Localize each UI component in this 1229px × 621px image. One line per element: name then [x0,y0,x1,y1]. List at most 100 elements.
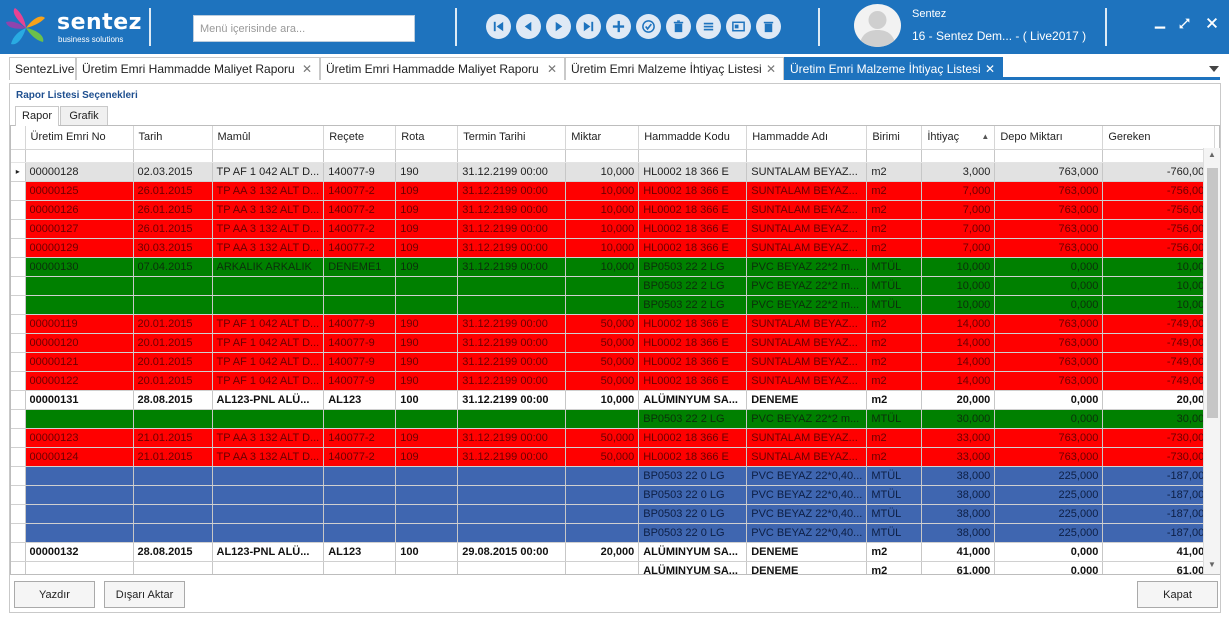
table-cell[interactable]: HL0002 18 366 E [638,162,748,182]
table-cell[interactable]: 20.01.2015 [133,371,213,391]
table-cell[interactable] [395,409,459,429]
table-cell[interactable] [457,295,567,315]
table-cell[interactable]: 00000127 [25,219,134,239]
row-indicator[interactable] [11,219,26,239]
table-cell[interactable] [212,295,325,315]
table-cell[interactable]: 7,000 [921,219,996,239]
table-cell[interactable] [395,561,459,574]
table-cell[interactable]: MTÜL [866,485,923,505]
table-cell[interactable] [457,485,567,505]
table-cell[interactable]: m2 [866,371,923,391]
table-cell[interactable] [323,409,397,429]
table-cell[interactable] [565,295,640,315]
tab-hammadde-maliyet-raporu-2[interactable]: Üretim Emri Hammadde Maliyet Raporu ✕ [320,57,565,80]
table-cell[interactable]: -187,000 [1102,523,1216,543]
table-cell[interactable]: DENEME1 [323,257,397,277]
table-cell[interactable]: m2 [866,333,923,353]
table-cell[interactable]: HL0002 18 366 E [638,181,748,201]
table-cell[interactable]: SUNTALAM BEYAZ... [746,371,868,391]
table-cell[interactable]: BP0503 22 2 LG [638,409,748,429]
table-cell[interactable]: 109 [395,447,459,467]
table-cell[interactable]: 0,000 [994,409,1104,429]
table-cell[interactable] [133,409,213,429]
table-cell[interactable]: HL0002 18 366 E [638,314,748,334]
next-record-icon[interactable] [546,14,571,39]
table-cell[interactable]: 07.04.2015 [133,257,213,277]
table-cell[interactable] [323,523,397,543]
table-cell[interactable]: 140077-2 [323,219,397,239]
table-cell[interactable] [323,466,397,486]
table-cell[interactable]: TP AF 1 042 ALT D... [212,352,325,372]
table-cell[interactable]: 14,000 [921,333,996,353]
table-cell[interactable] [25,504,134,524]
table-cell[interactable]: 140077-9 [323,314,397,334]
table-cell[interactable]: -749,000 [1102,371,1216,391]
table-cell[interactable] [212,561,325,574]
table-cell[interactable]: 190 [395,371,459,391]
table-cell[interactable]: 00000125 [25,181,134,201]
previous-record-icon[interactable] [516,14,541,39]
table-cell[interactable]: 3,000 [921,162,996,182]
table-cell[interactable]: 225,000 [994,523,1104,543]
table-cell[interactable]: 00000132 [25,542,134,562]
table-cell[interactable]: m2 [866,352,923,372]
table-cell[interactable]: 763,000 [994,333,1104,353]
table-cell[interactable]: PVC BEYAZ 22*2 m... [746,276,868,296]
table-cell[interactable]: TP AF 1 042 ALT D... [212,314,325,334]
table-row[interactable]: BP0503 22 0 LG PVC BEYAZ 22*0,40... MTÜL 38… [11,485,1216,505]
column-header-termin-tarihi[interactable]: Termin Tarihi [457,126,567,150]
table-cell[interactable]: 31.12.2199 00:00 [457,181,567,201]
table-cell[interactable]: -756,000 [1102,238,1216,258]
row-indicator[interactable] [11,295,26,315]
table-cell[interactable]: m2 [866,447,923,467]
row-indicator[interactable] [11,181,26,201]
minimize-icon[interactable] [1149,12,1171,34]
close-tab-icon[interactable]: ✕ [766,62,777,76]
table-cell[interactable]: SUNTALAM BEYAZ... [746,219,868,239]
row-indicator[interactable] [11,504,26,524]
table-row[interactable]: BP0503 22 0 LG PVC BEYAZ 22*0,40... MTÜL 38… [11,523,1216,543]
table-cell[interactable]: 61,000 [921,561,996,574]
row-indicator[interactable] [11,314,26,334]
table-cell[interactable]: 763,000 [994,314,1104,334]
table-cell[interactable] [457,561,567,574]
table-cell[interactable] [25,485,134,505]
table-cell[interactable]: 10,000 [565,200,640,220]
row-indicator[interactable] [11,371,26,391]
table-cell[interactable]: 02.03.2015 [133,162,213,182]
table-cell[interactable]: m2 [866,238,923,258]
table-cell[interactable]: 20,000 [565,542,640,562]
table-row[interactable]: ▸ 00000128 02.03.2015 TP AF 1 042 ALT D... 1… [11,162,1216,182]
table-row[interactable]: 00000121 20.01.2015 TP AF 1 042 ALT D... 14… [11,352,1216,372]
table-cell[interactable]: 00000119 [25,314,134,334]
row-indicator[interactable] [11,333,26,353]
table-cell[interactable]: BP0503 22 0 LG [638,485,748,505]
table-cell[interactable]: 109 [395,257,459,277]
table-cell[interactable]: 10,000 [921,257,996,277]
table-cell[interactable]: -760,000 [1102,162,1216,182]
column-header-hammadde-adi[interactable]: Hammadde Adı [746,126,868,150]
table-cell[interactable]: 140077-2 [323,200,397,220]
table-cell[interactable] [565,409,640,429]
table-cell[interactable]: SUNTALAM BEYAZ... [746,200,868,220]
table-cell[interactable] [565,561,640,574]
table-cell[interactable]: 50,000 [565,428,640,448]
table-cell[interactable]: 7,000 [921,238,996,258]
table-cell[interactable] [133,295,213,315]
table-cell[interactable] [133,523,213,543]
table-cell[interactable]: 0,000 [994,542,1104,562]
table-cell[interactable] [323,295,397,315]
table-row[interactable]: 00000124 21.01.2015 TP AA 3 132 ALT D... 14… [11,447,1216,467]
table-cell[interactable]: 20.01.2015 [133,352,213,372]
table-cell[interactable]: 10,000 [565,257,640,277]
table-cell[interactable] [395,276,459,296]
table-cell[interactable]: 21.01.2015 [133,428,213,448]
table-cell[interactable]: 140077-2 [323,428,397,448]
table-cell[interactable] [133,485,213,505]
table-cell[interactable]: 10,000 [565,162,640,182]
table-cell[interactable]: 140077-9 [323,333,397,353]
table-cell[interactable]: PVC BEYAZ 22*0,40... [746,523,868,543]
table-cell[interactable] [565,504,640,524]
table-cell[interactable]: 29.08.2015 00:00 [457,542,567,562]
table-cell[interactable] [395,485,459,505]
